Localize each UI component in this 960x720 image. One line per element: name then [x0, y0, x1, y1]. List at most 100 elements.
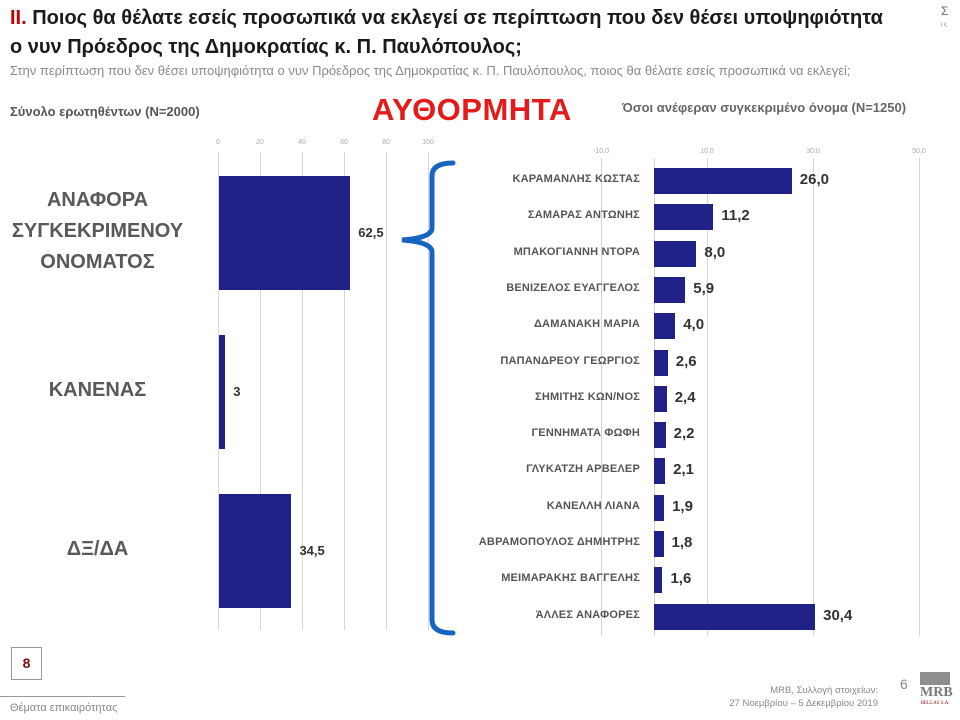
category-label: ΣΑΜΑΡΑΣ ΑΝΤΩΝΗΣ	[527, 209, 640, 222]
section-number: II.	[10, 7, 27, 29]
slide-title: II. Ποιος θα θέλατε εσείς προσωπικά να ε…	[10, 4, 890, 62]
data-label: 34,5	[299, 543, 325, 558]
bar-row: ΜΠΑΚΟΓΙΑΝΝΗ ΝΤΟΡΑ 8,0	[440, 239, 940, 269]
logo-subtext: HELLAS S.A.	[920, 701, 950, 706]
data-label: 1,8	[671, 534, 693, 551]
category-label-line: ΚΑΝΕΝΑΣ	[48, 378, 147, 401]
footer-divider	[0, 696, 125, 697]
mrb-logo: MRB HELLAS S.A.	[920, 672, 953, 712]
category-label-line: ΟΝΟΜΑΤΟΣ	[40, 250, 155, 273]
bar-row: ΚΑΡΑΜΑΝΛΗΣ ΚΩΣΤΑΣ 26,0	[440, 166, 940, 196]
x-axis-tick: 10,0	[700, 148, 714, 155]
bar	[654, 276, 686, 303]
category-label: ΑΝΑΦΟΡΑ ΣΥΓΚΕΚΡΙΜΕΝΟΥ ΟΝΟΜΑΤΟΣ	[0, 185, 195, 278]
bar	[654, 422, 666, 449]
category-label-line: ΔΞ/ΔΑ	[66, 537, 129, 560]
category-label: ΆΛΛΕΣ ΑΝΑΦΟΡΕΣ	[535, 608, 640, 621]
data-label: 2,1	[673, 461, 694, 479]
base-right-label: Όσοι ανέφεραν συγκεκριμένο όνομα (N=1250…	[622, 100, 907, 115]
base-left-label: Σύνολο ερωτηθέντων (N=2000)	[10, 104, 200, 119]
bar-row: ΠΑΠΑΝΔΡΕΟΥ ΓΕΩΡΓΙΟΣ 2,6	[440, 348, 940, 378]
bar	[654, 385, 667, 412]
bar	[219, 494, 292, 608]
gridline	[344, 152, 345, 630]
bar	[654, 204, 714, 231]
gridline	[218, 152, 219, 630]
bar	[654, 313, 676, 340]
gridline	[260, 152, 261, 630]
data-label: 2,2	[673, 425, 695, 443]
bar	[219, 176, 351, 290]
corner-sigma-glyph: Σ	[941, 4, 949, 18]
footer-section-label: Θέματα επικαιρότητας	[10, 702, 118, 714]
category-label: ΓΕΝΝΗΜΑΤΑ ΦΩΦΗ	[531, 427, 640, 440]
bar	[654, 458, 666, 485]
question-subtitle: Στην περίπτωση που δεν θέσει υποψηφιότητ…	[10, 63, 851, 78]
bar-row: ΓΛΥΚΑΤΖΗ ΑΡΒΕΛΕΡ 2,1	[440, 456, 940, 486]
corner-small-text: ι ς	[941, 22, 947, 28]
bar-row: ΜΕΙΜΑΡΑΚΗΣ ΒΑΓΓΕΛΗΣ 1,6	[440, 565, 940, 595]
bar-row: ΒΕΝΙΖΕΛΟΣ ΕΥΑΓΓΕΛΟΣ 5,9	[440, 275, 940, 305]
source-note: MRB, Συλλογή στοιχείων: 27 Νοεμβρίου – 5…	[729, 684, 878, 710]
data-label: 2,4	[674, 388, 696, 406]
category-label: ΣΗΜΙΤΗΣ ΚΩΝ/ΝΟΣ	[535, 390, 640, 403]
bar	[654, 603, 816, 630]
gridline	[601, 158, 602, 636]
data-label: 11,2	[721, 207, 750, 225]
source-line-2: 27 Νοεμβρίου – 5 Δεκεμβρίου 2019	[729, 698, 878, 709]
data-label: 62,5	[358, 225, 384, 240]
gridline	[919, 158, 920, 636]
data-label: 1,6	[670, 570, 692, 588]
bar-row: ΣΑΜΑΡΑΣ ΑΝΤΩΝΗΣ 11,2	[440, 202, 940, 232]
x-axis-tick: 0	[216, 139, 220, 146]
x-axis-tick: 100	[422, 139, 434, 146]
gridline	[707, 158, 708, 636]
x-axis-tick: 30,0	[806, 148, 820, 155]
category-label: ΓΛΥΚΑΤΖΗ ΑΡΒΕΛΕΡ	[526, 463, 640, 476]
bar-row: ΆΛΛΕΣ ΑΝΑΦΟΡΕΣ 30,4	[440, 602, 940, 632]
category-label: ΒΕΝΙΖΕΛΟΣ ΕΥΑΓΓΕΛΟΣ	[506, 281, 640, 294]
data-label: 3	[233, 384, 241, 399]
logo-text: MRB	[920, 685, 953, 700]
bar	[654, 349, 668, 376]
data-label: 30,4	[823, 606, 853, 624]
category-label: ΜΕΙΜΑΡΑΚΗΣ ΒΑΓΓΕΛΗΣ	[501, 572, 640, 585]
headline-spontaneous: ΑΥΘΟΡΜΗΤΑ	[372, 92, 572, 127]
category-label-line: ΣΥΓΚΕΚΡΙΜΕΝΟΥ	[11, 219, 184, 242]
bar	[654, 531, 664, 557]
category-label-line: ΑΝΑΦΟΡΑ	[46, 188, 149, 211]
slide-number-box: 8	[11, 647, 42, 680]
bar-row: ΑΒΡΑΜΟΠΟΥΛΟΣ ΔΗΜΗΤΡΗΣ 1,8	[440, 529, 940, 559]
category-label: ΑΒΡΑΜΟΠΟΥΛΟΣ ΔΗΜΗΤΡΗΣ	[478, 536, 640, 548]
data-label: 4,0	[683, 316, 705, 334]
x-axis-tick: 60	[340, 139, 348, 146]
bar-row: ΔΑΜΑΝΑΚΗ ΜΑΡΙΑ 4,0	[440, 311, 940, 341]
data-label: 1,9	[672, 497, 693, 515]
data-label: 2,6	[675, 352, 697, 370]
data-label: 26,0	[799, 171, 829, 188]
bar	[654, 168, 792, 194]
bar-row: ΚΑΝΕΛΛΗ ΛΙΑΝΑ 1,9	[440, 493, 940, 523]
bar	[654, 240, 697, 267]
title-text: Ποιος θα θέλατε εσείς προσωπικά να εκλεγ…	[10, 7, 883, 58]
bar	[654, 494, 665, 521]
category-label: ΔΞ/ΔΑ	[0, 534, 195, 565]
data-label: 5,9	[693, 279, 715, 297]
x-axis-tick: 80	[382, 139, 390, 146]
bar	[654, 567, 663, 594]
gridline	[386, 152, 387, 630]
category-label: ΔΑΜΑΝΑΚΗ ΜΑΡΙΑ	[533, 318, 640, 331]
page-number: 6	[900, 676, 908, 692]
logo-bar	[920, 672, 950, 685]
bar-row: ΓΕΝΝΗΜΑΤΑ ΦΩΦΗ 2,2	[440, 420, 940, 450]
bar-row: ΣΗΜΙΤΗΣ ΚΩΝ/ΝΟΣ 2,4	[440, 384, 940, 414]
data-label: 8,0	[704, 243, 726, 261]
source-line-1: MRB, Συλλογή στοιχείων:	[770, 685, 878, 696]
category-label: ΜΠΑΚΟΓΙΑΝΝΗ ΝΤΟΡΑ	[513, 245, 640, 258]
curly-brace-icon	[401, 160, 456, 636]
x-axis-tick: -10,0	[593, 148, 609, 155]
category-label: ΚΑΝΕΛΛΗ ΛΙΑΝΑ	[546, 499, 640, 512]
category-label: ΚΑΝΕΝΑΣ	[0, 375, 195, 406]
x-axis-tick: 20	[256, 139, 264, 146]
gridline	[813, 158, 814, 636]
